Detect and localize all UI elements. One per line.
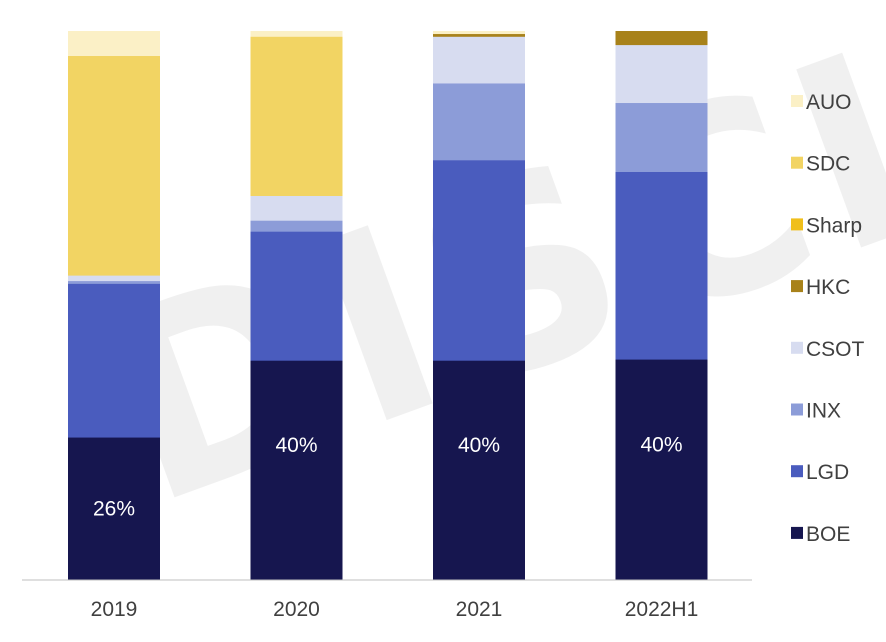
data-label: 40%	[275, 434, 317, 457]
legend-item-sharp: Sharp	[791, 214, 862, 237]
bar-segment-csot-2019	[68, 275, 160, 282]
bar-segment-boe-2021	[433, 360, 525, 581]
bar-segment-sdc-2019	[68, 55, 160, 276]
legend-label: SDC	[806, 153, 850, 176]
bar-segment-lgd-2019	[68, 283, 160, 438]
legend-label: Sharp	[806, 214, 862, 237]
legend-item-hkc: HKC	[791, 276, 850, 299]
bar-segment-boe-2019	[68, 437, 160, 581]
legend-swatch	[791, 156, 803, 169]
legend-item-boe: BOE	[791, 523, 850, 546]
legend-label: INX	[806, 400, 841, 423]
bar-segment-auo-2020	[250, 31, 343, 37]
legend-swatch	[791, 341, 803, 354]
data-label: 40%	[458, 434, 500, 457]
bar-segment-auo-2019	[68, 31, 160, 57]
legend-item-sdc: SDC	[791, 153, 850, 176]
bar-segment-auo-2021	[433, 31, 525, 35]
legend-swatch	[791, 465, 803, 478]
bar-segment-lgd-2021	[433, 160, 525, 361]
bar-segment-hkc-2022h1	[615, 31, 708, 46]
x-tick-labels: 2019 2020 2021 2022H1	[91, 598, 699, 621]
legend-item-inx: INX	[791, 400, 841, 423]
bar-segment-lgd-2020	[250, 231, 343, 361]
bar-segment-boe-2022h1	[615, 359, 708, 581]
legend-label: BOE	[806, 523, 850, 546]
x-tick-label: 2020	[273, 598, 320, 621]
x-tick-label: 2019	[91, 598, 138, 621]
bar-segment-sdc-2020	[250, 36, 343, 196]
bar-segment-csot-2022h1	[615, 44, 708, 104]
data-label: 26%	[93, 498, 135, 521]
legend-swatch	[791, 218, 803, 231]
legend-item-csot: CSOT	[791, 338, 865, 361]
data-labels: 26% 40% 40% 40%	[93, 434, 683, 521]
legend-swatch	[791, 403, 803, 416]
legend-swatch	[791, 95, 803, 107]
legend-swatch	[791, 280, 803, 293]
bar-segment-inx-2021	[433, 83, 525, 161]
legend: AUO SDC Sharp HKC CSOT INX LGD BOE	[791, 91, 865, 546]
bars-group	[68, 31, 708, 581]
legend-label: HKC	[806, 276, 850, 299]
bar-segment-hkc-2021	[433, 33, 525, 37]
bar-segment-lgd-2022h1	[615, 171, 708, 360]
bar-segment-inx-2022h1	[615, 102, 708, 172]
legend-swatch	[791, 526, 803, 539]
x-tick-label: 2021	[456, 598, 503, 621]
x-tick-label: 2022H1	[625, 598, 699, 621]
bar-segment-csot-2021	[433, 36, 525, 84]
bar-segment-inx-2019	[68, 280, 160, 284]
bar-segment-csot-2020	[250, 195, 343, 221]
data-label: 40%	[640, 434, 682, 457]
legend-item-lgd: LGD	[791, 461, 849, 484]
bar-segment-inx-2020	[250, 220, 343, 232]
bar-segment-boe-2020	[250, 360, 343, 581]
legend-label: LGD	[806, 461, 849, 484]
legend-label: AUO	[806, 91, 852, 114]
legend-item-auo: AUO	[791, 91, 852, 114]
legend-label: CSOT	[806, 338, 865, 361]
